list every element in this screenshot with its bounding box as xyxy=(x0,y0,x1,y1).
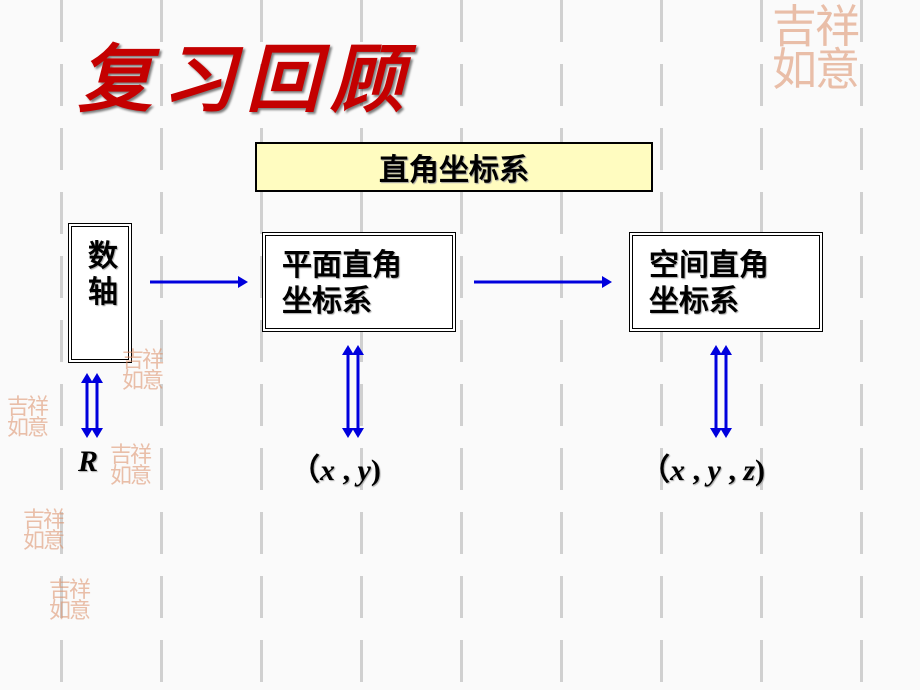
arrow-layer xyxy=(0,0,920,690)
seal-ornament: 吉祥 如意 xyxy=(108,445,152,487)
seal-ornament: 吉祥 如意 xyxy=(120,350,164,392)
seal-ornament: 吉祥 如意 xyxy=(21,510,65,552)
seal-ornament: 吉祥 如意 xyxy=(770,6,860,92)
seal-ornament: 吉祥 如意 xyxy=(47,580,91,622)
seal-ornament: 吉祥 如意 xyxy=(5,397,49,439)
